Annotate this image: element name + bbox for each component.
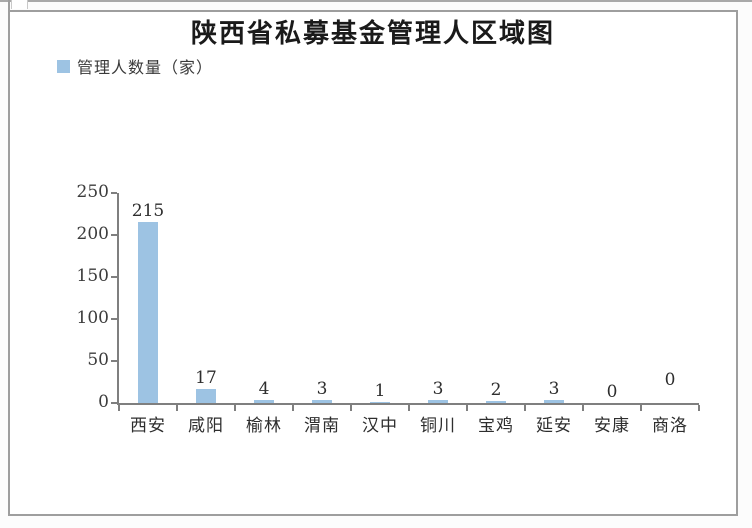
legend: 管理人数量（家） <box>57 54 213 78</box>
y-axis-tick-label: 50 <box>87 350 109 370</box>
y-axis-tick <box>111 402 117 404</box>
bar-西安 <box>138 222 158 403</box>
bar-value-label: 3 <box>548 379 560 400</box>
bar-value-label: 3 <box>432 379 444 400</box>
x-axis-category-label: 商洛 <box>652 416 688 436</box>
plot-area: 0 50 100 150 200 250 215 西安 17 咸阳 4 榆林 3 渭南 1 汉中 3 铜川 2 宝鸡 3… <box>77 183 700 436</box>
top-edge-line <box>0 0 752 2</box>
corner-notch <box>11 0 28 9</box>
bar-铜川 <box>428 400 448 403</box>
bar-榆林 <box>254 399 274 403</box>
legend-swatch-icon <box>57 59 70 73</box>
x-axis-category-label: 宝鸡 <box>478 416 514 436</box>
x-axis-category-label: 汉中 <box>362 416 398 436</box>
y-axis-tick-label: 150 <box>76 266 109 286</box>
legend-label: 管理人数量（家） <box>77 58 214 77</box>
y-axis-tick <box>111 192 117 194</box>
y-axis-tick-label: 100 <box>76 308 109 328</box>
bar-value-label: 2 <box>490 380 502 401</box>
x-axis-tick <box>176 405 178 411</box>
bar-value-label: 1 <box>374 381 386 401</box>
bar-value-label: 215 <box>131 201 165 222</box>
x-axis-tick <box>698 405 700 411</box>
x-axis-category-label: 西安 <box>130 416 166 436</box>
y-axis-tick-label: 200 <box>76 224 109 244</box>
x-axis-category-label: 延安 <box>536 416 572 436</box>
x-axis-tick <box>292 405 294 411</box>
bar-延安 <box>544 400 564 403</box>
x-axis-tick <box>582 405 584 411</box>
y-axis-tick <box>111 276 117 278</box>
x-axis-category-label: 渭南 <box>304 416 340 436</box>
x-axis-category-label: 咸阳 <box>188 416 224 436</box>
x-axis-tick <box>118 405 120 411</box>
x-axis-category-label: 铜川 <box>420 416 456 436</box>
bar-汉中 <box>370 402 390 403</box>
y-axis-tick <box>111 234 117 236</box>
x-axis-tick <box>640 405 642 411</box>
bar-value-label: 0 <box>664 370 676 390</box>
bar-宝鸡 <box>486 401 506 403</box>
y-axis-tick <box>111 360 117 362</box>
bar-渭南 <box>312 400 332 403</box>
x-axis-category-label: 榆林 <box>246 416 282 436</box>
left-edge-stub <box>8 0 10 12</box>
chart-frame: 陕西省私募基金管理人区域图 管理人数量（家） <box>8 10 738 516</box>
bar-value-label: 0 <box>606 382 618 402</box>
x-axis-tick <box>350 405 352 411</box>
y-axis-tick-label: 0 <box>98 392 109 412</box>
x-axis-tick <box>524 405 526 411</box>
x-axis-category-label: 安康 <box>594 416 630 436</box>
bar-value-label: 17 <box>195 367 217 388</box>
y-axis-tick <box>111 318 117 320</box>
bar-value-label: 3 <box>316 379 328 400</box>
chart-title: 陕西省私募基金管理人区域图 <box>190 19 555 49</box>
x-axis-tick <box>408 405 410 411</box>
x-axis-tick <box>466 405 468 411</box>
bar-value-label: 4 <box>258 378 270 399</box>
bar-咸阳 <box>196 388 216 403</box>
y-axis-tick-label: 250 <box>76 182 109 202</box>
x-axis-tick <box>234 405 236 411</box>
